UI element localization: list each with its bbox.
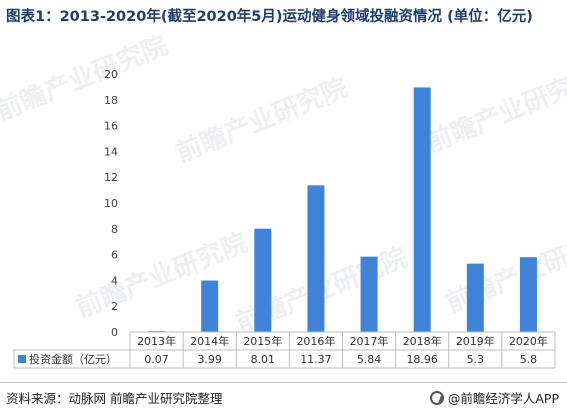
x-category-label: 2015年: [243, 334, 282, 348]
data-value-label: 5.3: [467, 353, 485, 366]
data-value-label: 5.84: [357, 353, 382, 366]
y-tick-label: 18: [104, 94, 118, 107]
y-tick-label: 0: [111, 326, 118, 339]
legend-label: 投资金额（亿元）: [29, 352, 117, 366]
y-tick-label: 8: [111, 223, 118, 236]
chart-title: 图表1：2013-2020年(截至2020年5月)运动健身领域投融资情况 (单位…: [6, 9, 533, 25]
bar: [307, 185, 325, 332]
y-tick-label: 2: [111, 300, 118, 313]
y-tick-label: 4: [111, 274, 118, 287]
brand-label: @前瞻经济学人APP: [447, 391, 559, 406]
footer-divider: [0, 382, 567, 383]
x-category-label: 2014年: [190, 334, 229, 348]
y-tick-label: 20: [104, 68, 118, 81]
bar: [360, 256, 378, 332]
y-tick-label: 10: [104, 197, 118, 210]
x-category-label: 2018年: [403, 334, 442, 348]
data-value-label: 5.8: [520, 353, 538, 366]
data-value-label: 3.99: [197, 353, 222, 366]
x-category-label: 2019年: [456, 334, 495, 348]
bar: [413, 87, 431, 332]
bar: [519, 257, 537, 332]
source-note: 资料来源：动脉网 前瞻产业研究院整理: [6, 391, 223, 406]
x-category-label: 2020年: [509, 334, 548, 348]
data-value-label: 0.07: [144, 353, 169, 366]
brand-credit: @前瞻经济学人APP: [429, 388, 559, 407]
legend-swatch: [18, 355, 26, 363]
data-value-label: 11.37: [300, 353, 332, 366]
x-category-label: 2013年: [137, 334, 176, 348]
data-value-label: 18.96: [406, 353, 438, 366]
y-tick-label: 12: [104, 171, 118, 184]
bar-chart: 0 2 4 6 8 10 12 14 16 18 20 2013年 2014年 2015年 2016年 201…: [13, 68, 556, 369]
y-tick-label: 14: [104, 145, 118, 158]
y-tick-label: 16: [104, 120, 118, 133]
bar: [201, 280, 219, 332]
x-category-label: 2017年: [350, 334, 389, 348]
y-tick-label: 6: [111, 249, 118, 262]
bar: [466, 263, 484, 332]
data-value-label: 8.01: [251, 353, 276, 366]
x-category-label: 2016年: [296, 334, 335, 348]
bar: [254, 228, 272, 332]
brand-logo-icon: [429, 390, 444, 405]
